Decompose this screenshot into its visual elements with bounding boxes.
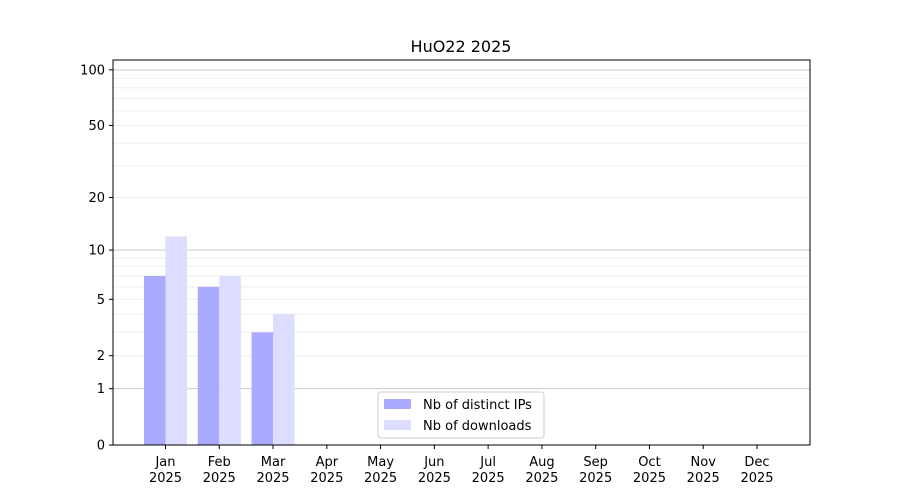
x-tick-label: 2025: [203, 471, 236, 486]
legend: Nb of distinct IPs Nb of downloads: [377, 391, 545, 439]
x-tick-label: 2025: [525, 471, 558, 486]
x-tick-label: Oct: [638, 455, 660, 470]
y-tick-label: 0: [97, 439, 105, 454]
x-tick-label: 2025: [310, 471, 343, 486]
x-tick-label: 2025: [418, 471, 451, 486]
x-tick-label: Aug: [529, 455, 554, 470]
x-tick-label: Jan: [154, 455, 175, 470]
x-tick-label: 2025: [149, 471, 182, 486]
legend-box: [377, 391, 545, 439]
x-tick-label: Sep: [583, 455, 608, 470]
legend-label: Nb of downloads: [423, 419, 532, 434]
x-tick-label: Feb: [208, 455, 231, 470]
x-tick-label: 2025: [579, 471, 612, 486]
x-tick-label: 2025: [256, 471, 289, 486]
x-tick-label: Jun: [423, 455, 444, 470]
bar-downloads: [273, 314, 295, 445]
y-tick-label: 20: [88, 191, 105, 206]
x-tick-label: Dec: [744, 455, 769, 470]
x-tick-label: Apr: [316, 455, 339, 470]
y-tick-label: 1: [97, 382, 105, 397]
legend-label: Nb of distinct IPs: [423, 398, 532, 413]
x-tick-label: May: [367, 455, 394, 470]
bar-downloads: [165, 236, 187, 445]
y-tick-label: 2: [97, 349, 105, 364]
x-tick-label: 2025: [472, 471, 505, 486]
x-tick-label: Nov: [691, 455, 717, 470]
x-tick-label: Mar: [261, 455, 286, 470]
y-tick-label: 5: [97, 293, 105, 308]
legend-swatch: [384, 399, 411, 409]
x-tick-label: 2025: [740, 471, 773, 486]
chart-title: HuO22 2025: [411, 37, 512, 56]
y-tick-label: 50: [88, 119, 105, 134]
legend-swatch: [384, 420, 411, 430]
x-tick-label: 2025: [633, 471, 666, 486]
y-tick-label: 100: [80, 63, 105, 78]
bar-distinct-ips: [197, 286, 220, 445]
bar-distinct-ips: [251, 332, 274, 445]
x-tick-label: 2025: [687, 471, 720, 486]
bar-downloads: [219, 275, 241, 445]
y-tick-label: 10: [88, 244, 105, 259]
plot-frame: [112, 59, 811, 446]
bar-distinct-ips: [144, 275, 166, 445]
x-tick-label: Jul: [479, 455, 496, 470]
x-tick-label: 2025: [364, 471, 397, 486]
